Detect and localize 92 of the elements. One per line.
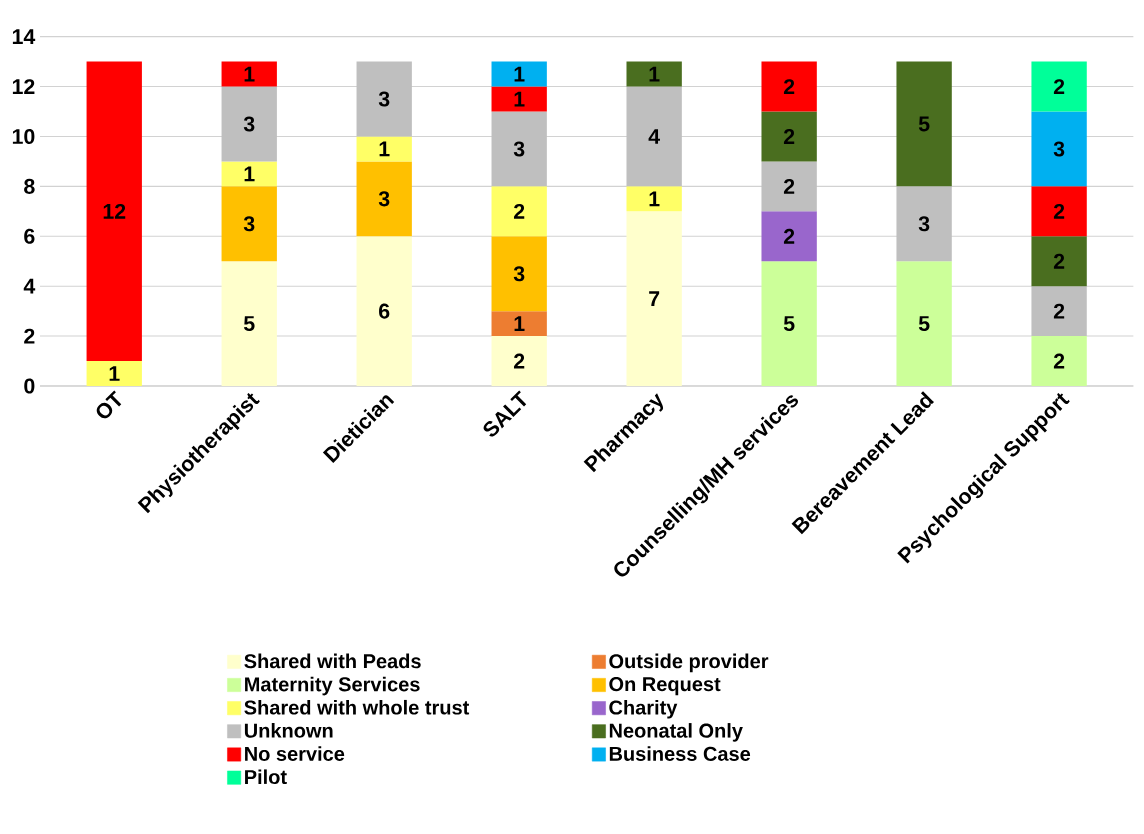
bar [1031,336,1087,386]
x-tick-label: OT [96,390,122,419]
bar [356,61,412,137]
bar [1031,236,1087,287]
y-tick-label: 12 [12,79,35,95]
data-label: 2 [1053,353,1065,369]
bar [761,261,817,386]
data-label: 2 [513,203,525,219]
bar [221,61,277,87]
data-label: 12 [103,203,126,219]
data-label: 2 [1053,79,1065,95]
bar [1031,286,1087,337]
data-label: 3 [378,191,390,207]
bar [221,186,277,262]
legend-label: Pilot [245,769,287,785]
bar [491,311,547,337]
data-label: 1 [649,191,660,207]
data-label: 1 [514,91,525,107]
data-label: 1 [244,166,255,182]
bar [221,86,277,162]
data-label: 5 [783,316,795,332]
data-label: 3 [378,91,390,107]
data-label: 1 [244,66,255,82]
data-label: 3 [918,216,930,232]
data-label: 6 [379,303,390,319]
data-label: 2 [783,178,795,194]
data-label: 3 [243,216,255,232]
data-label: 7 [649,291,660,306]
y-tick-label: 6 [24,228,35,244]
data-label: 2 [1053,203,1065,219]
data-label: 2 [783,228,795,244]
data-label: 1 [379,141,390,157]
data-label: 5 [243,316,255,332]
bar [1031,111,1087,187]
data-label: 1 [649,66,660,82]
y-tick-label: 14 [12,29,36,44]
legend-label: On Request [609,677,721,696]
data-label: 5 [918,116,930,132]
bar [491,236,547,312]
legend-label: Outside provider [609,653,769,673]
y-tick-label: 10 [12,128,35,145]
data-label: 1 [109,366,120,381]
bar [356,136,412,162]
bar [896,186,952,262]
bar [491,61,547,87]
legend-label: Neonatal Only [609,723,743,742]
legend-label: No service [245,746,345,761]
bar [761,111,817,162]
legend-label: Shared with Peads [244,653,421,669]
data-label: 2 [783,129,795,144]
y-tick-label: 4 [23,278,36,294]
bar [1031,61,1087,112]
data-label: 3 [243,116,255,132]
legend-label: Shared with whole trust [244,699,470,715]
data-label: 5 [918,316,930,332]
bar [896,261,952,386]
y-tick-label: 0 [24,378,35,394]
data-label: 1 [514,316,525,331]
bar [86,61,142,362]
data-label: 2 [783,79,795,95]
bar [86,361,142,386]
legend-label: Maternity Services [245,676,420,696]
data-label: 2 [1053,253,1065,269]
bar [491,111,547,187]
bar [221,161,277,187]
bar [491,86,547,112]
data-label: 2 [1053,303,1065,319]
bar [356,161,412,237]
bar [761,211,817,262]
bar [896,61,952,187]
bar [626,61,682,87]
legend-label: Business Case [609,746,751,761]
data-label: 3 [513,141,525,157]
legend-label: Unknown [244,723,333,738]
bar [491,186,547,237]
bar [1031,186,1087,237]
data-label: 1 [514,66,525,82]
bar [626,211,682,386]
y-tick-label: 8 [24,178,35,194]
bar [761,61,817,112]
data-label: 3 [513,266,525,282]
bar [626,86,682,187]
bar [626,186,682,212]
data-label: 3 [1053,141,1065,157]
bar [761,161,817,212]
data-label: 2 [513,353,525,369]
y-tick-label: 2 [24,328,35,344]
bar [491,336,547,386]
bar [221,261,277,386]
bar [356,236,412,386]
data-label: 4 [648,129,660,144]
legend-label: Charity [609,699,678,719]
